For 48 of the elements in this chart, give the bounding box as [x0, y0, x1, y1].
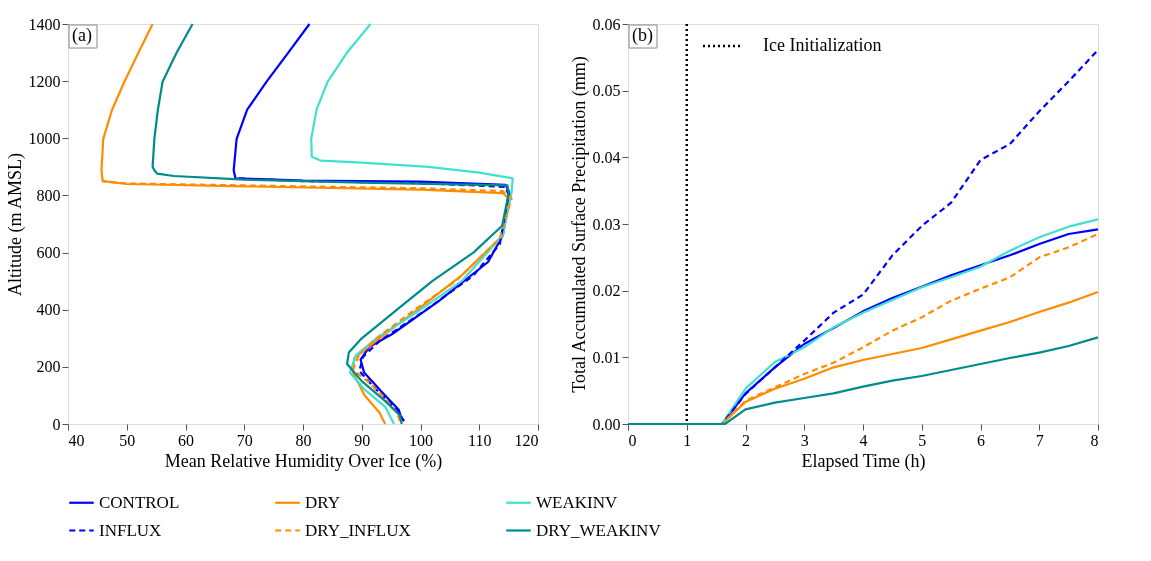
legend-label: DRY_WEAKINV: [536, 520, 662, 540]
x-tick-label: 7: [1035, 431, 1044, 449]
y-tick-label: 800: [36, 186, 61, 204]
chart-title: (a): [72, 25, 92, 46]
y-tick-label: 0.04: [592, 148, 621, 166]
legend-label: WEAKINV: [536, 492, 618, 512]
x-tick-label: 90: [354, 431, 371, 449]
x-tick-label: 3: [800, 431, 809, 449]
y-tick-label: 1400: [28, 15, 61, 33]
line-series: [310, 22, 514, 426]
y-tick-label: 1000: [28, 129, 61, 147]
y-tick-label: 0.05: [592, 82, 621, 100]
line-series: [626, 336, 1100, 426]
y-tick-label: 200: [36, 358, 61, 376]
y-tick-label: 0.00: [592, 415, 621, 433]
y-tick-label: 0.06: [592, 15, 621, 33]
x-axis-title: Mean Relative Humidity Over Ice (%): [164, 450, 443, 472]
x-tick-label: 1: [683, 431, 692, 449]
x-tick-label: 100: [409, 431, 433, 449]
y-tick-label: 1200: [28, 72, 61, 90]
y-tick-label: 600: [36, 244, 61, 262]
x-tick-label: 80: [295, 431, 312, 449]
y-axis-title: Total Accumulated Surface Precipitation (mm): [568, 56, 590, 393]
x-tick-label: 5: [918, 431, 927, 449]
x-tick-label: 110: [468, 431, 492, 449]
x-tick-label: 40: [68, 431, 85, 449]
y-axis-title: Altitude (m AMSL): [4, 153, 26, 296]
legend-label: CONTROL: [99, 492, 180, 512]
x-tick-label: 120: [514, 431, 539, 449]
ref-line-label: Ice Initialization: [763, 35, 882, 55]
y-tick-label: 400: [36, 301, 61, 319]
x-tick-label: 0: [628, 431, 637, 449]
x-axis-title: Elapsed Time (h): [801, 450, 926, 472]
x-tick-label: 8: [1090, 431, 1099, 449]
x-tick-label: 4: [859, 431, 868, 449]
x-tick-label: 6: [977, 431, 985, 449]
y-tick-label: 0.03: [592, 215, 621, 233]
x-tick-label: 2: [742, 431, 750, 449]
y-tick-label: 0.02: [592, 282, 621, 300]
x-tick-label: 70: [236, 431, 253, 449]
x-tick-label: 60: [178, 431, 194, 449]
y-tick-label: 0.01: [592, 348, 621, 366]
chart-title: (b): [632, 25, 653, 46]
x-tick-label: 50: [119, 431, 136, 449]
legend-label: INFLUX: [99, 520, 162, 540]
legend-label: DRY: [305, 492, 340, 512]
legend-label: DRY_INFLUX: [305, 520, 411, 540]
y-tick-label: 0: [52, 415, 61, 433]
